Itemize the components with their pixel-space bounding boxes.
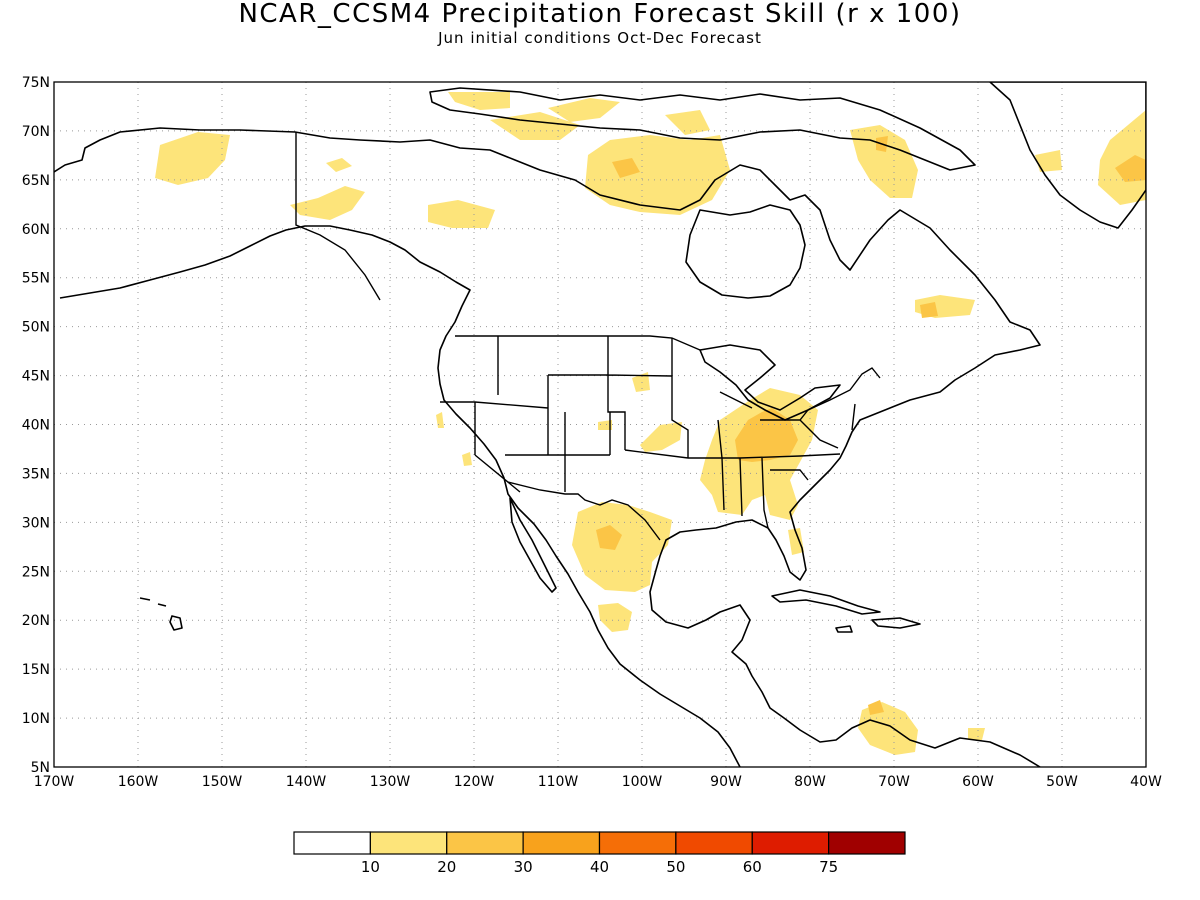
- lat-tick-label: 35N: [22, 466, 50, 482]
- colorbar-label: 50: [666, 858, 685, 876]
- coastline-arctic-islands: [429, 87, 976, 171]
- skill-region-alaska-spot: [326, 158, 352, 172]
- lat-tick-label: 20N: [22, 613, 50, 629]
- colorbar-swatch: [369, 831, 448, 855]
- coastline-great-lakes: [699, 344, 841, 421]
- border-us-canada-east: [807, 367, 881, 411]
- skill-region-plains-1: [632, 372, 650, 392]
- border-states-east: [688, 391, 856, 529]
- lat-tick-label: 10N: [22, 711, 50, 727]
- skill-region-plains-2: [598, 420, 612, 430]
- chart-title: NCAR_CCSM4 Precipitation Forecast Skill …: [238, 0, 962, 29]
- lat-tick-label: 45N: [22, 369, 50, 385]
- colorbar-swatch: [828, 831, 906, 855]
- lat-tick-label: 15N: [22, 662, 50, 678]
- coastline-hawaii: [139, 597, 183, 631]
- coastline-hispaniola: [871, 617, 921, 629]
- border-us-mexico: [507, 481, 661, 541]
- colorbar-swatch: [293, 831, 371, 855]
- lon-tick-label: 150W: [202, 774, 243, 790]
- skill-region-ohio-valley-core: [748, 415, 770, 438]
- plot-frame: [53, 81, 1147, 768]
- skill-region-florida: [788, 528, 804, 555]
- skill-region-yukon: [428, 200, 495, 228]
- skill-region-nevada: [462, 452, 472, 466]
- lat-tick-label: 50N: [22, 320, 50, 336]
- skill-region-arctic-islands-3: [548, 98, 620, 122]
- lon-tick-label: 40W: [1130, 774, 1162, 790]
- skill-region-hudson-west: [585, 135, 730, 215]
- skill-region-baffin: [850, 125, 918, 198]
- colorbar-label: 60: [743, 858, 762, 876]
- skill-region-plains-3: [640, 422, 682, 452]
- skill-region-texas: [572, 502, 672, 592]
- coastline-greenland: [989, 82, 1146, 229]
- skill-region-west-coast: [436, 412, 444, 428]
- skill-region-arctic-islands: [448, 92, 510, 110]
- lat-tick-label: 40N: [22, 418, 50, 434]
- skill-region-venezuela-core: [868, 700, 884, 715]
- lon-tick-label: 90W: [710, 774, 742, 790]
- coastline-baja: [509, 497, 557, 593]
- lat-tick-label: 25N: [22, 564, 50, 580]
- skill-region-labrador-core: [920, 302, 938, 318]
- latitude-labels: 75N 70N 65N 60N 55N 50N 45N 40N 35N 30N 25N 20N 15N 1…: [22, 75, 50, 776]
- lat-tick-label: 30N: [22, 515, 50, 531]
- lat-tick-label: 75N: [22, 75, 50, 91]
- longitude-labels: 170W 160W 150W 140W 130W 120W 110W 100W 90W 80W 70…: [34, 774, 1162, 790]
- colorbar-swatch: [598, 831, 677, 855]
- border-us-canada: [455, 335, 701, 351]
- lat-tick-label: 5N: [31, 760, 50, 776]
- colorbar-label: 10: [361, 858, 380, 876]
- lon-tick-label: 120W: [454, 774, 495, 790]
- skill-region-guyana: [968, 728, 985, 740]
- coastline-north-america: [54, 127, 1041, 767]
- skill-region-greenland-east: [1098, 110, 1146, 205]
- lon-tick-label: 160W: [118, 774, 159, 790]
- border-states-west: [440, 336, 689, 493]
- colorbar-label: 40: [590, 858, 609, 876]
- skill-region-arctic-islands-4: [665, 110, 710, 135]
- skill-region-alaska-south: [290, 186, 365, 220]
- colorbar-swatch: [675, 831, 753, 855]
- skill-region-hudson-west-core: [612, 158, 640, 178]
- colorbar-swatch: [446, 831, 524, 855]
- chart-subtitle: Jun initial conditions Oct-Dec Forecast: [438, 29, 762, 47]
- skill-region-alaska-west: [155, 132, 230, 185]
- border-alaska-canada: [295, 132, 381, 301]
- lon-tick-label: 140W: [286, 774, 327, 790]
- lat-tick-label: 70N: [22, 124, 50, 140]
- colorbar-label: 20: [437, 858, 456, 876]
- colorbar: 10 20 30 40 50 60 75: [293, 831, 906, 876]
- coastline-cuba: [771, 589, 881, 615]
- skill-region-greenland-east-core: [1115, 155, 1146, 182]
- lon-tick-label: 170W: [34, 774, 75, 790]
- lon-tick-label: 60W: [962, 774, 994, 790]
- skill-region-mexico: [598, 603, 632, 632]
- political-borders: [295, 132, 881, 541]
- skill-shading: [155, 92, 1146, 755]
- lat-tick-label: 55N: [22, 271, 50, 287]
- lon-tick-label: 80W: [794, 774, 826, 790]
- lat-tick-label: 65N: [22, 173, 50, 189]
- coastlines: [54, 82, 1146, 767]
- colorbar-swatch: [522, 831, 601, 855]
- coastline-hudson-bay: [685, 204, 806, 299]
- coastline-jamaica: [835, 625, 853, 633]
- coastline-pacific-mexico: [59, 225, 741, 767]
- lon-tick-label: 130W: [370, 774, 411, 790]
- colorbar-swatch: [751, 831, 830, 855]
- skill-region-venezuela: [858, 702, 918, 755]
- colorbar-label: 30: [514, 858, 533, 876]
- lat-tick-label: 60N: [22, 222, 50, 238]
- colorbar-label: 75: [819, 858, 838, 876]
- skill-region-texas-core: [596, 525, 622, 550]
- lon-tick-label: 110W: [538, 774, 579, 790]
- lon-tick-label: 100W: [622, 774, 663, 790]
- lon-tick-label: 50W: [1046, 774, 1078, 790]
- lon-tick-label: 70W: [878, 774, 910, 790]
- skill-region-greenland-west: [1035, 150, 1062, 172]
